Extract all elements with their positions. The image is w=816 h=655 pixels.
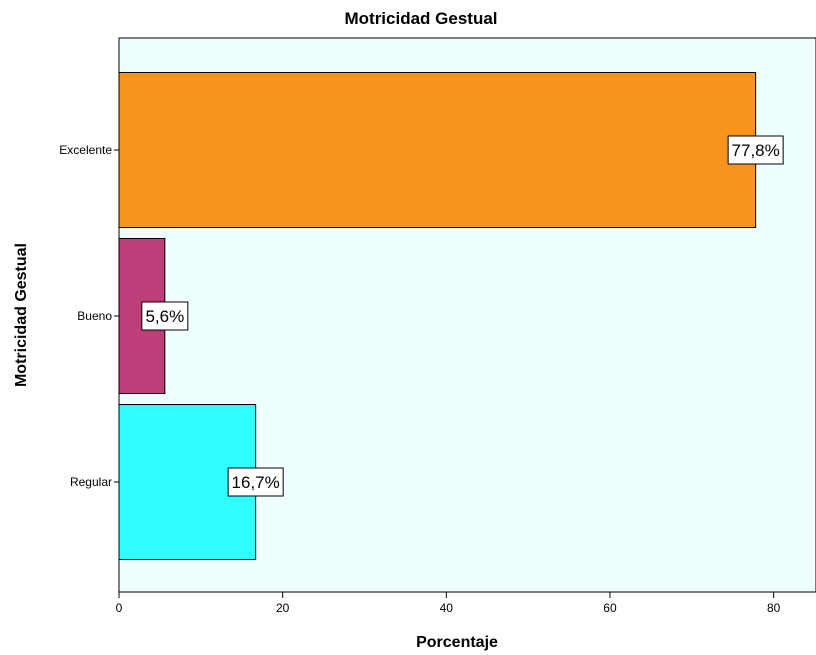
data-label-excelente: 77,8% <box>727 135 784 165</box>
data-label-box <box>227 467 284 497</box>
data-label-bueno: 5,6% <box>141 301 189 331</box>
y-axis-title: Motricidad Gestual <box>13 243 30 387</box>
x-tick-label-0: 0 <box>116 601 123 615</box>
x-tick-label-80: 80 <box>767 601 781 615</box>
y-tick-label-regular: Regular <box>70 475 112 489</box>
y-tick-label-excelente: Excelente <box>59 143 112 157</box>
data-label-box <box>727 135 784 165</box>
x-axis-title: Porcentaje <box>416 634 498 651</box>
data-label-text: 16,7% <box>232 473 280 492</box>
x-axis: 0 20 40 60 80 <box>116 592 781 615</box>
chart-title: Motricidad Gestual <box>344 9 497 28</box>
y-tick-label-bueno: Bueno <box>77 309 112 323</box>
data-label-text: 77,8% <box>732 141 780 160</box>
data-label-text: 5,6% <box>145 307 184 326</box>
x-tick-label-60: 60 <box>603 601 617 615</box>
data-labels-layer: 77,8% 5,6% 16,7% <box>141 135 784 497</box>
x-tick-label-40: 40 <box>440 601 454 615</box>
data-label-box <box>141 301 189 331</box>
bar-excelente <box>118 72 757 228</box>
data-label-regular: 16,7% <box>227 467 284 497</box>
y-axis: Excelente Bueno Regular <box>59 143 119 489</box>
bars-layer <box>118 72 757 560</box>
x-tick-label-20: 20 <box>276 601 290 615</box>
